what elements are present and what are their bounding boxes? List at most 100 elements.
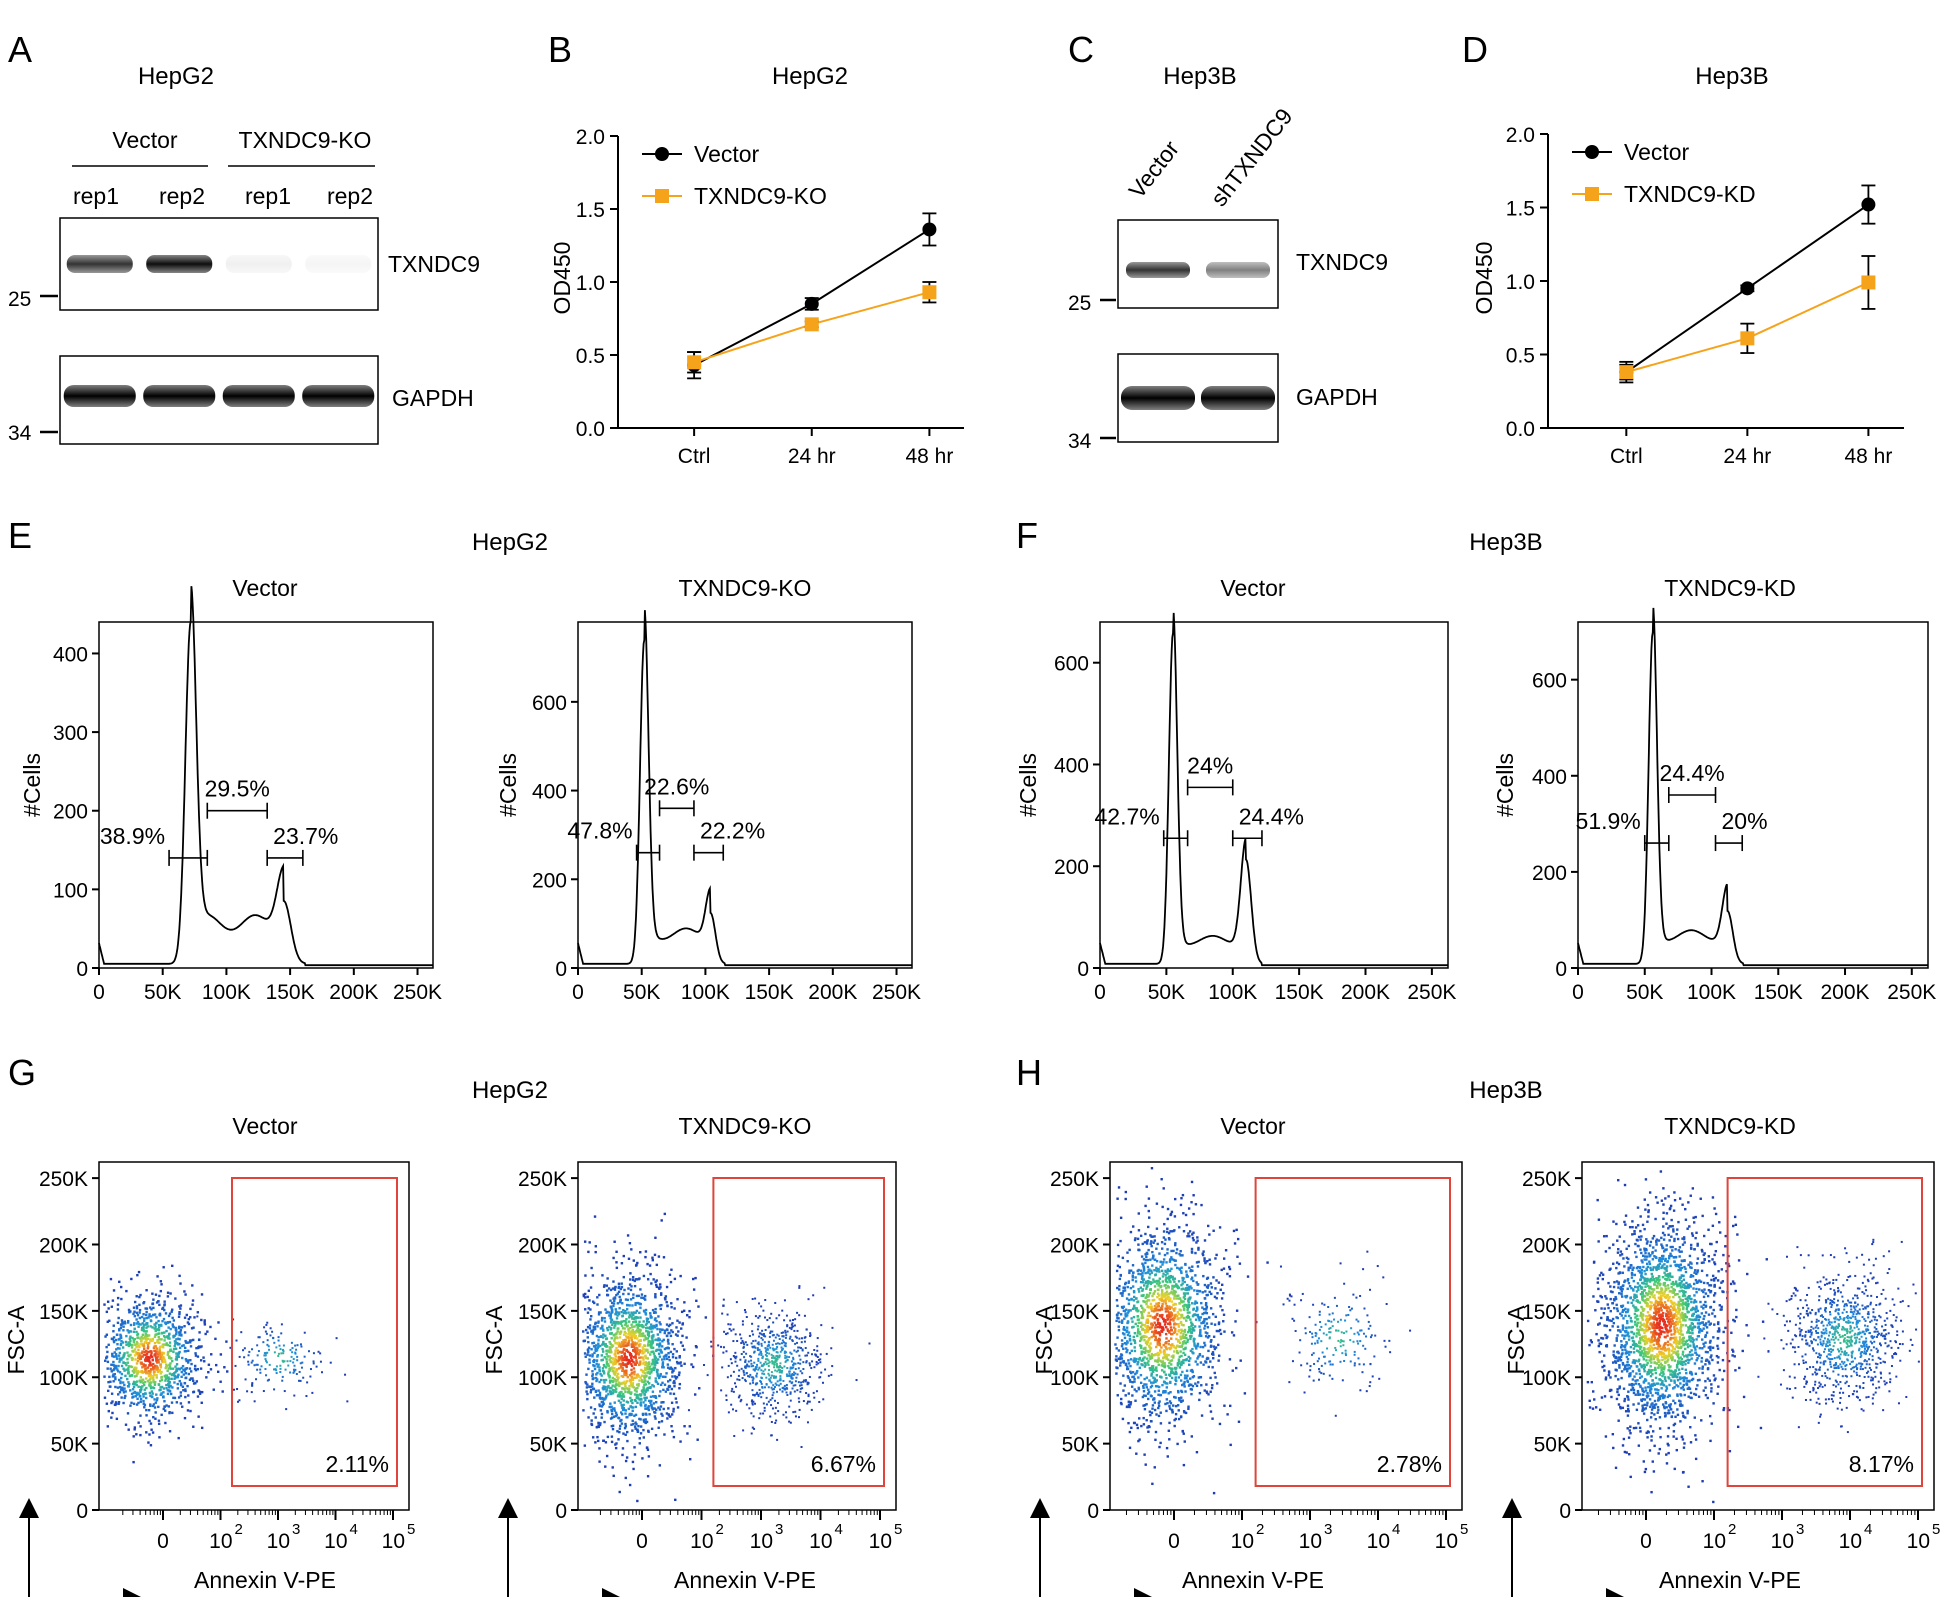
cell-event [639, 1288, 642, 1291]
cell-event [145, 1352, 149, 1355]
cell-event [179, 1328, 183, 1332]
cell-event [164, 1312, 168, 1315]
plot-subtitle: Vector [1220, 575, 1286, 601]
cell-event [145, 1386, 148, 1390]
cell-event [156, 1370, 160, 1374]
cell-event [1207, 1393, 1210, 1396]
cell-event [1137, 1212, 1140, 1215]
cell-event [617, 1417, 621, 1420]
cell-event [743, 1373, 746, 1376]
cell-event [597, 1311, 601, 1314]
cell-event [644, 1294, 647, 1298]
cell-event [178, 1312, 181, 1316]
cell-event [1144, 1258, 1148, 1262]
cell-event [778, 1384, 781, 1387]
cell-event [1151, 1281, 1154, 1284]
y-tick-label: 50K [51, 1434, 88, 1457]
cell-event [754, 1297, 757, 1300]
cell-event [145, 1349, 148, 1353]
cell-event [744, 1311, 747, 1314]
cell-event [678, 1321, 681, 1324]
cell-event [640, 1349, 644, 1353]
cell-event [1234, 1320, 1237, 1323]
cell-event [627, 1332, 630, 1336]
cell-event [768, 1317, 771, 1320]
cell-event [156, 1397, 159, 1400]
cell-event [1157, 1279, 1160, 1283]
cell-event [748, 1365, 751, 1368]
cell-event [753, 1369, 756, 1372]
cell-event [621, 1357, 625, 1360]
cell-event [602, 1372, 606, 1375]
cell-event [615, 1261, 618, 1264]
cell-event [665, 1300, 668, 1304]
cell-event [659, 1390, 662, 1393]
cell-event [773, 1363, 776, 1366]
cell-event [591, 1377, 594, 1381]
cell-event [629, 1382, 633, 1385]
cell-event [1138, 1356, 1142, 1360]
cell-event [773, 1376, 776, 1379]
cell-event [610, 1311, 614, 1314]
cell-event [606, 1435, 610, 1439]
cell-event [646, 1332, 650, 1336]
cell-event [1168, 1400, 1172, 1403]
cell-event [786, 1359, 789, 1362]
cell-event [105, 1310, 109, 1314]
lane-label: rep2 [159, 183, 205, 209]
cell-event [813, 1366, 816, 1369]
cell-event [1177, 1330, 1180, 1333]
cell-event [1160, 1177, 1163, 1181]
cell-event [764, 1353, 767, 1356]
cell-event [1141, 1271, 1144, 1275]
cell-event [164, 1375, 167, 1379]
cell-event [255, 1378, 258, 1381]
cell-event [608, 1358, 611, 1361]
cell-event [620, 1282, 623, 1285]
cell-event [751, 1402, 754, 1405]
cell-event [750, 1400, 753, 1403]
cell-event [617, 1438, 620, 1441]
cell-event [1173, 1277, 1177, 1280]
cell-event [184, 1376, 188, 1379]
cell-event [648, 1327, 651, 1330]
cell-event [145, 1355, 148, 1358]
cell-event [168, 1430, 172, 1433]
cell-event [628, 1483, 632, 1487]
cell-event [625, 1371, 628, 1374]
x-tick-label: 50K [144, 981, 181, 1004]
cell-event [786, 1330, 789, 1333]
cell-event [623, 1330, 627, 1334]
panel-letter-a: A [8, 29, 32, 70]
cell-event [162, 1317, 166, 1321]
cell-event [1151, 1407, 1154, 1410]
cell-event [590, 1330, 593, 1333]
cell-event [762, 1412, 765, 1415]
cell-event [647, 1361, 651, 1364]
cell-event [272, 1336, 275, 1339]
cell-event [664, 1295, 668, 1298]
cell-event [1177, 1312, 1180, 1316]
cell-event [151, 1302, 155, 1305]
cell-event [587, 1346, 591, 1349]
cell-event [614, 1384, 617, 1387]
cell-event [656, 1343, 660, 1346]
cell-event [279, 1364, 282, 1367]
cell-event [621, 1367, 624, 1370]
cell-event [688, 1309, 691, 1313]
cell-event [1187, 1285, 1191, 1289]
cell-event [623, 1288, 626, 1292]
cell-event [1158, 1281, 1161, 1285]
cell-event [1139, 1333, 1142, 1336]
cell-event [122, 1367, 125, 1370]
cell-event [786, 1325, 789, 1328]
cell-event [1155, 1374, 1159, 1377]
cell-event [1174, 1243, 1177, 1247]
cell-event [618, 1321, 621, 1324]
cell-event [147, 1374, 151, 1378]
cell-event [762, 1333, 765, 1336]
cell-event [615, 1346, 618, 1350]
cell-event [760, 1377, 763, 1380]
cell-event [312, 1362, 315, 1365]
